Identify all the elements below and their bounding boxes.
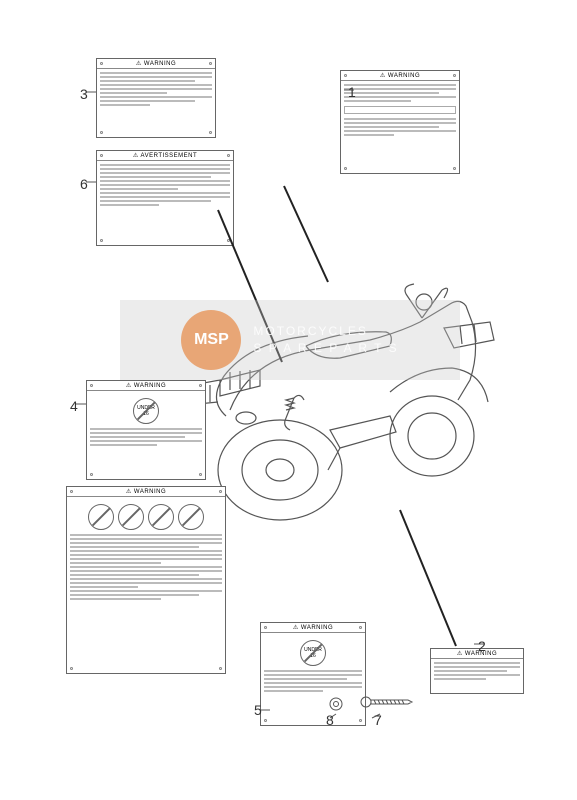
callout-3: 3 (80, 86, 88, 102)
callout-2: 2 (478, 638, 486, 654)
diagram-canvas: ⚠ WARNING ⚠ WARNING ⚠ WARNING ⚠ AVERTI (0, 0, 577, 800)
callout-4: 4 (70, 398, 78, 414)
callout-8: 8 (326, 712, 334, 728)
callout-1: 1 (348, 84, 356, 100)
callout-5: 5 (254, 702, 262, 718)
callout-7: 7 (374, 712, 382, 728)
callout-6: 6 (80, 176, 88, 192)
leader-lines (0, 0, 577, 800)
